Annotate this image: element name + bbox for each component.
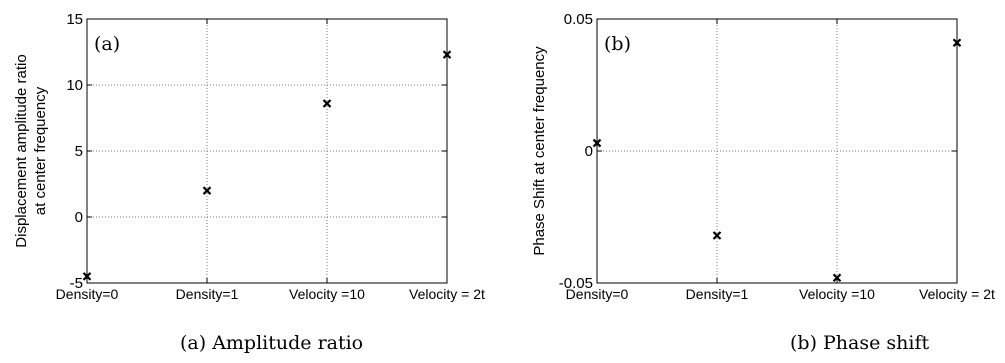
y-axis-label-a-line2: at center frequency	[32, 86, 49, 215]
y-tick-label: -0.05	[559, 275, 593, 292]
data-point	[592, 138, 602, 148]
y-tick-label: 10	[66, 77, 83, 94]
points-a	[82, 50, 452, 281]
x-tick-label: Velocity = 2t	[919, 286, 995, 302]
data-point	[202, 186, 212, 195]
grid-b	[597, 19, 957, 283]
y-axis-label-a-line1: Displacement amplitude ratio	[13, 54, 30, 247]
data-point	[832, 273, 842, 282]
panel-amplitude-ratio: -5 0 5 10 15 Density=0 Density=1 Velocity =10 V…	[13, 11, 485, 302]
data-point	[82, 272, 92, 281]
y-tick-label: 5	[75, 143, 83, 160]
y-ticks-b: -0.05 0 0.05	[559, 11, 957, 292]
x-tick-label: Density=0	[566, 286, 629, 302]
x-tick-label: Density=0	[56, 286, 119, 302]
grid-a	[87, 19, 447, 283]
x-tick-label: Velocity =10	[289, 286, 365, 302]
data-point	[952, 38, 962, 48]
panel-phase-shift: -0.05 0 0.05 Density=0 Density=1 Velocity =1…	[531, 11, 995, 302]
caption-a: (a) Amplitude ratio	[180, 332, 364, 354]
caption-b: (b) Phase shift	[790, 332, 930, 354]
points-b	[592, 38, 962, 282]
x-tick-label: Density=1	[686, 286, 749, 302]
y-ticks-a: -5 0 5 10 15	[66, 11, 447, 292]
x-tick-label: Velocity = 2t	[409, 286, 485, 302]
x-ticks-a: Density=0 Density=1 Velocity =10 Velocity =…	[56, 19, 485, 302]
y-tick-label: 0	[585, 143, 593, 160]
panel-label-b: (b)	[604, 33, 631, 55]
x-tick-label: Density=1	[176, 286, 239, 302]
data-point	[442, 50, 452, 59]
y-tick-label: 0.05	[564, 11, 593, 28]
x-tick-label: Velocity =10	[799, 286, 875, 302]
panel-label-a: (a)	[94, 33, 120, 55]
y-tick-label: 0	[75, 209, 83, 226]
y-axis-label-b: Phase Shift at center frequency	[531, 46, 548, 256]
data-point	[322, 99, 332, 108]
x-ticks-b: Density=0 Density=1 Velocity =10 Velocity =…	[566, 19, 995, 302]
y-tick-label: -5	[70, 275, 83, 292]
y-tick-label: 15	[66, 11, 83, 28]
data-point	[712, 231, 722, 240]
